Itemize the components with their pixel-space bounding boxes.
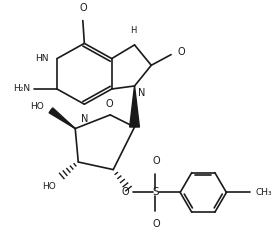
Text: N: N xyxy=(138,88,146,98)
Text: O: O xyxy=(152,156,160,166)
Polygon shape xyxy=(49,108,75,128)
Text: S: S xyxy=(153,187,159,197)
Text: HN: HN xyxy=(35,54,48,63)
Polygon shape xyxy=(130,86,139,127)
Text: HO: HO xyxy=(30,102,44,111)
Text: O: O xyxy=(152,219,160,229)
Text: H₂N: H₂N xyxy=(13,84,30,93)
Text: N: N xyxy=(81,114,88,124)
Text: H: H xyxy=(130,26,136,35)
Text: HO: HO xyxy=(42,182,55,191)
Text: O: O xyxy=(106,99,113,109)
Text: CH₃: CH₃ xyxy=(256,188,272,197)
Text: O: O xyxy=(121,187,129,197)
Text: O: O xyxy=(79,3,87,13)
Text: O: O xyxy=(177,47,185,57)
